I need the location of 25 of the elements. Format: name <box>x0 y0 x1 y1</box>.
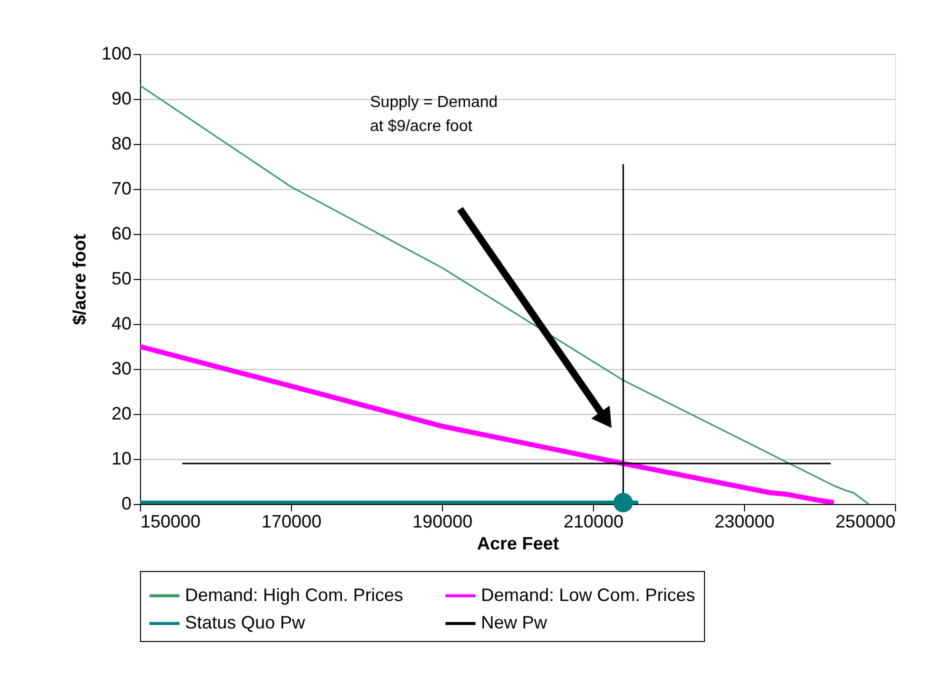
y-tick-label: 90 <box>111 88 132 108</box>
y-tick-label: 10 <box>111 448 132 468</box>
legend-label: Demand: Low Com. Prices <box>481 584 696 605</box>
annotation: Supply = Demand at $9/acre foot <box>370 94 498 135</box>
y-tick-label: 50 <box>111 268 132 288</box>
legend-label: New Pw <box>481 612 548 632</box>
legend-label: Demand: High Com. Prices <box>185 584 404 605</box>
x-tick-label: 210000 <box>563 512 624 532</box>
x-axis-title: Acre Feet <box>476 534 560 554</box>
y-axis-title: $/acre foot <box>69 234 90 326</box>
line-series <box>140 84 870 504</box>
y-tick-label: 30 <box>111 358 132 378</box>
y-tick-label: 100 <box>101 44 132 64</box>
y-tick-label: 40 <box>111 314 132 334</box>
legend-label: Status Quo Pw <box>185 612 306 632</box>
y-tick-label: 80 <box>111 134 132 154</box>
y-tick-label: 70 <box>111 178 132 198</box>
x-tick-label: 170000 <box>261 512 322 532</box>
x-tick-label: 150000 <box>140 512 201 532</box>
y-tick-label: 20 <box>111 404 132 424</box>
x-tick-label: 250000 <box>835 512 896 532</box>
y-tick-label: 60 <box>111 224 132 244</box>
x-tick-label: 230000 <box>714 512 775 532</box>
y-tick-label: 0 <box>121 494 132 514</box>
x-tick-label: 190000 <box>412 512 473 532</box>
